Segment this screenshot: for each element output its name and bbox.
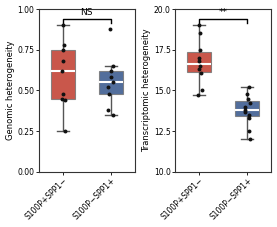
Point (196, 94, 201, 97)
Point (106, 92, 111, 96)
Point (106, 108, 110, 112)
PathPatch shape (99, 71, 123, 94)
Point (248, 102, 252, 105)
Point (63, 129, 68, 133)
Text: NS: NS (81, 8, 93, 17)
Point (197, 24, 201, 27)
Point (106, 85, 111, 89)
Text: **: ** (219, 8, 228, 17)
Point (60, 69, 65, 73)
Point (199, 71, 204, 74)
Point (60, 97, 65, 100)
Point (243, 108, 247, 112)
Point (245, 97, 250, 100)
Point (197, 56, 201, 60)
Point (247, 129, 252, 133)
Point (248, 137, 252, 141)
Point (108, 27, 112, 30)
Point (196, 67, 201, 71)
Point (199, 89, 204, 92)
Point (109, 76, 114, 79)
PathPatch shape (187, 52, 211, 72)
PathPatch shape (51, 50, 75, 99)
Point (61, 24, 65, 27)
PathPatch shape (235, 101, 259, 116)
Point (242, 110, 247, 113)
Point (245, 92, 250, 96)
Point (61, 48, 65, 52)
Y-axis label: Genomic heterogeneity: Genomic heterogeneity (6, 41, 15, 140)
Point (63, 98, 67, 102)
Point (61, 59, 65, 63)
Point (196, 59, 201, 63)
Point (111, 64, 115, 68)
Point (61, 92, 66, 96)
Point (111, 113, 115, 117)
Point (198, 48, 202, 52)
Y-axis label: Transcriptomic heterogeneity: Transcriptomic heterogeneity (142, 29, 151, 152)
Point (247, 113, 252, 117)
Point (198, 64, 202, 68)
Point (247, 116, 251, 120)
Point (247, 85, 251, 89)
Point (62, 43, 66, 47)
Point (111, 80, 116, 84)
Point (198, 32, 202, 35)
Point (243, 105, 247, 109)
Point (109, 69, 113, 73)
